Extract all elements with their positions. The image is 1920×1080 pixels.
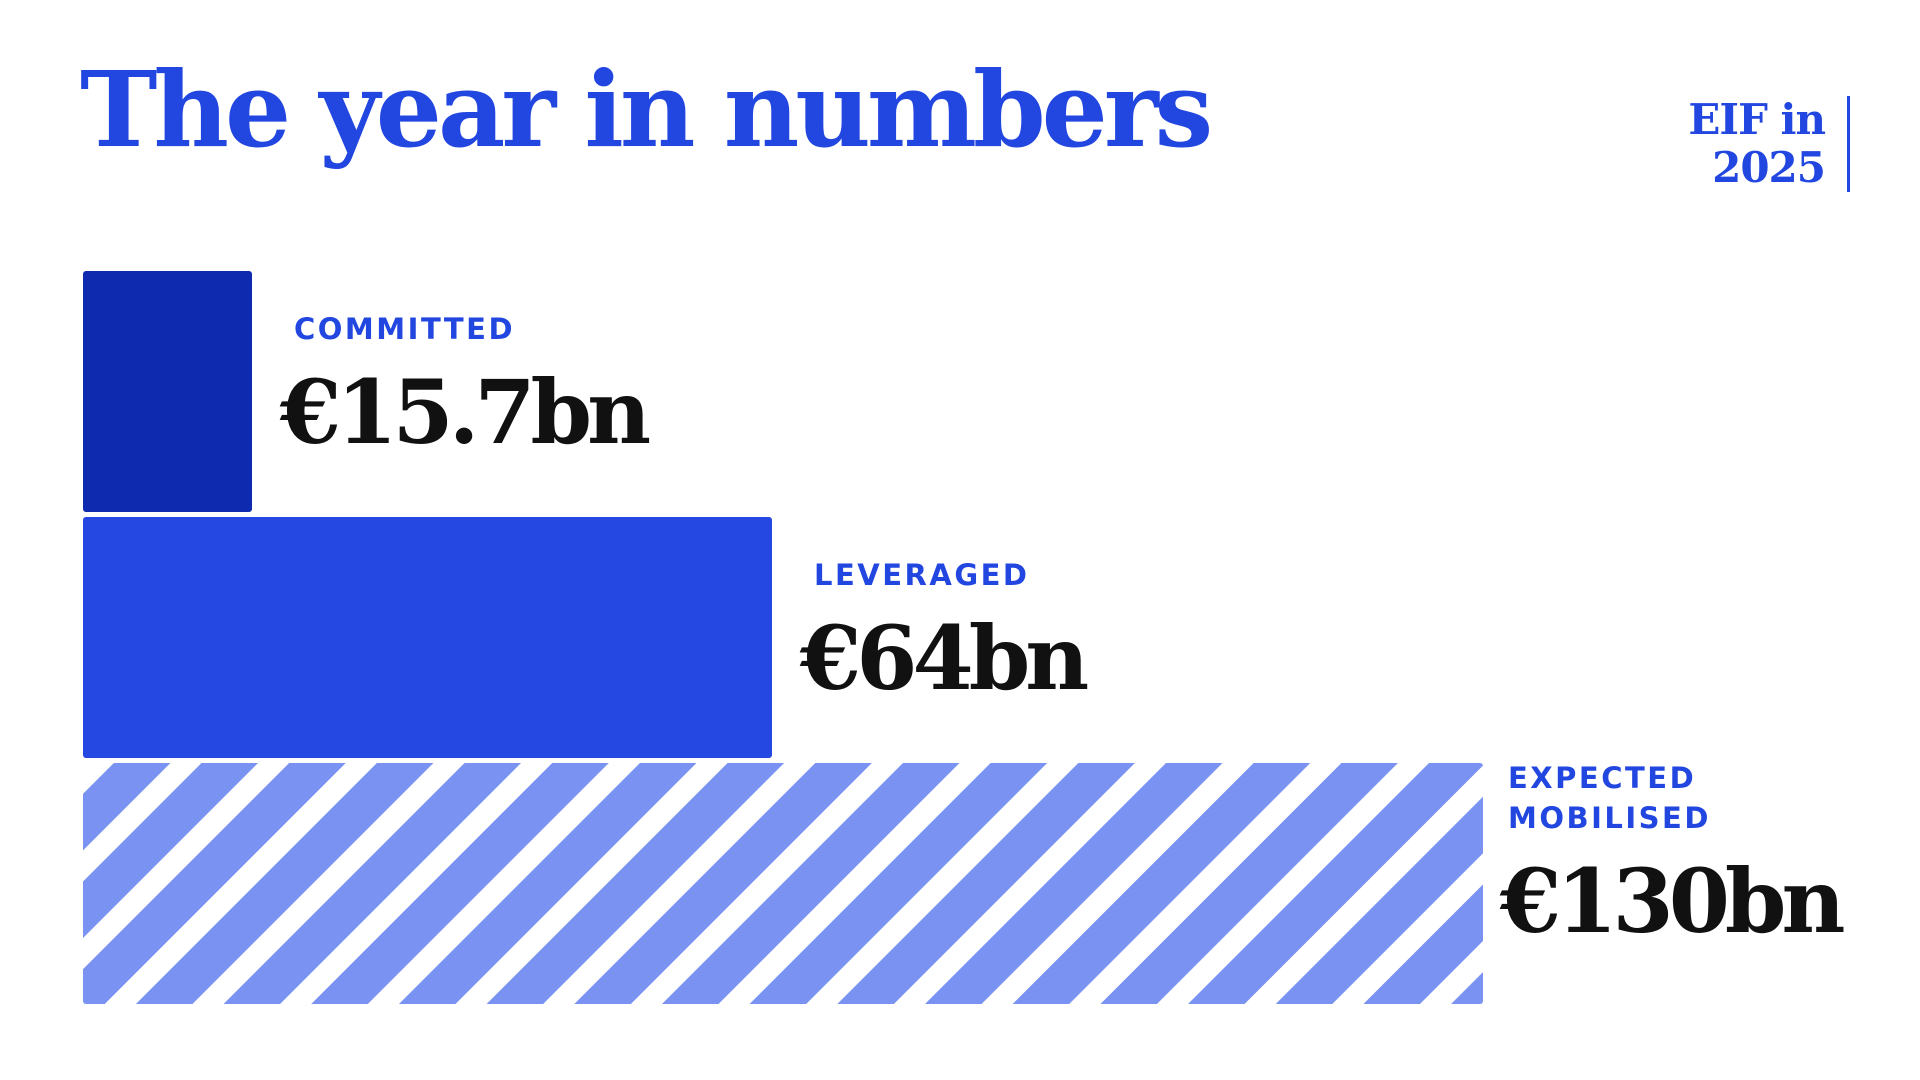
report-tag-line-1: EIF in [1688,95,1826,144]
value-label: €64bn [799,606,1087,710]
page-title: The year in numbers [80,48,1213,171]
category-label: LEVERAGED [814,558,1030,592]
bar-leveraged [83,517,772,758]
bar-committed [83,271,252,512]
bar-expected-mobilised [83,763,1483,1004]
value-label: €15.7bn [279,360,649,464]
report-tag-line-2: 2025 [1712,143,1826,192]
category-label: MOBILISED [1508,801,1711,835]
value-label: €130bn [1499,849,1843,953]
category-label: EXPECTED [1508,761,1696,795]
report-tag: EIF in 2025 [1688,96,1850,192]
category-label: COMMITTED [294,312,515,346]
